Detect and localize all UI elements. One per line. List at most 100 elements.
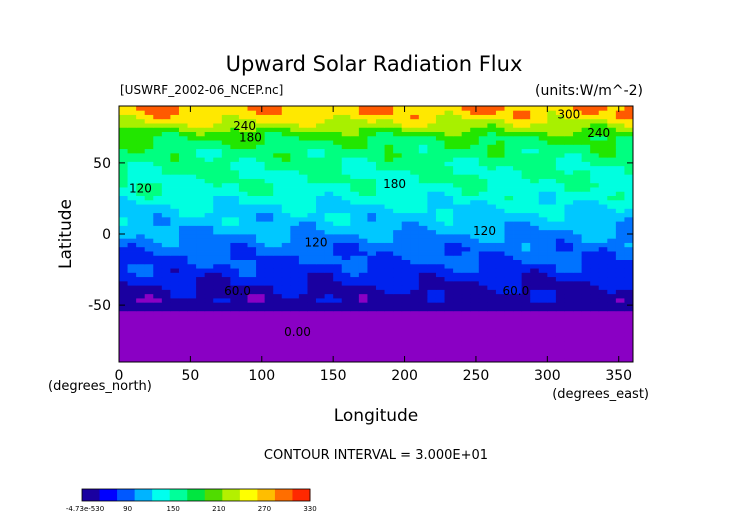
heatmap-cell: [521, 280, 531, 286]
heatmap-cell: [230, 212, 240, 218]
heatmap-cell: [307, 306, 317, 312]
heatmap-cell: [119, 208, 128, 214]
heatmap-cell: [136, 263, 146, 269]
heatmap-cell: [393, 212, 403, 218]
heatmap-cell: [247, 204, 257, 209]
heatmap-cell: [607, 148, 617, 154]
heatmap-cell: [358, 174, 368, 179]
heatmap-cell: [178, 229, 188, 235]
heatmap-cell: [238, 161, 248, 167]
heatmap-cell: [290, 276, 300, 282]
heatmap-cell: [376, 268, 385, 273]
heatmap-cell: [444, 140, 454, 145]
heatmap-cell: [213, 336, 223, 342]
heatmap-cell: [376, 357, 385, 363]
heatmap-cell: [333, 293, 343, 299]
heatmap-cell: [264, 106, 274, 111]
heatmap-cell: [358, 242, 368, 248]
heatmap-cell: [384, 161, 394, 167]
heatmap-cell: [615, 263, 625, 269]
heatmap-cell: [273, 302, 283, 307]
heatmap-cell: [461, 182, 471, 188]
heatmap-cell: [221, 191, 231, 196]
heatmap-cell: [590, 225, 600, 231]
heatmap-cell: [358, 157, 368, 162]
heatmap-cell: [555, 272, 565, 278]
heatmap-cell: [418, 344, 428, 350]
heatmap-cell: [547, 114, 557, 120]
heatmap-cell: [264, 182, 274, 188]
heatmap-cell: [324, 353, 334, 359]
heatmap-cell: [410, 199, 420, 205]
heatmap-cell: [153, 127, 163, 132]
heatmap-cell: [444, 106, 454, 111]
heatmap-cell: [230, 289, 240, 295]
heatmap-cell: [376, 298, 385, 303]
heatmap-cell: [435, 114, 445, 120]
heatmap-cell: [427, 191, 437, 196]
heatmap-cell: [341, 131, 351, 137]
heatmap-cell: [341, 323, 351, 329]
heatmap-cell: [238, 344, 248, 350]
heatmap-cell: [187, 327, 197, 333]
heatmap-cell: [478, 225, 488, 231]
heatmap-cell: [238, 336, 248, 342]
heatmap-cell: [444, 199, 454, 205]
heatmap-cell: [238, 246, 248, 252]
heatmap-cell: [333, 344, 343, 350]
heatmap-cell: [581, 280, 591, 286]
heatmap-cell: [401, 310, 411, 316]
heatmap-cell: [384, 208, 394, 214]
heatmap-cell: [341, 280, 351, 286]
heatmap-cell: [427, 289, 437, 295]
heatmap-cell: [478, 289, 488, 295]
heatmap-cell: [307, 131, 317, 137]
heatmap-cell: [127, 302, 137, 307]
heatmap-cell: [333, 114, 343, 120]
heatmap-cell: [153, 332, 163, 337]
heatmap-cell: [384, 276, 394, 282]
heatmap-cell: [487, 315, 497, 320]
heatmap-cell: [495, 310, 505, 316]
heatmap-cell: [187, 118, 197, 124]
heatmap-cell: [384, 148, 394, 154]
heatmap-cell: [273, 353, 283, 359]
heatmap-cell: [298, 234, 308, 239]
heatmap-cell: [521, 187, 531, 192]
heatmap-cell: [333, 276, 343, 282]
heatmap-cell: [324, 165, 334, 171]
heatmap-cell: [153, 187, 163, 192]
heatmap-cell: [119, 110, 128, 115]
heatmap-cell: [410, 127, 420, 132]
heatmap-cell: [264, 336, 274, 342]
heatmap-cell: [204, 310, 214, 316]
heatmap-cell: [538, 327, 548, 333]
heatmap-cell: [624, 144, 634, 150]
heatmap-cell: [298, 251, 308, 256]
heatmap-cell: [410, 221, 420, 226]
heatmap-cell: [281, 114, 291, 120]
heatmap-cell: [504, 161, 514, 167]
heatmap-cell: [161, 327, 171, 333]
heatmap-cell: [256, 234, 266, 239]
heatmap-cell: [384, 123, 394, 128]
heatmap-cell: [384, 191, 394, 196]
heatmap-cell: [513, 315, 523, 320]
heatmap-cell: [307, 310, 317, 316]
heatmap-cell: [376, 353, 385, 359]
heatmap-cell: [461, 135, 471, 141]
heatmap-cell: [256, 229, 266, 235]
heatmap-cell: [555, 178, 565, 184]
heatmap-cell: [427, 332, 437, 337]
heatmap-cell: [624, 340, 634, 346]
heatmap-cell: [119, 289, 128, 295]
heatmap-cell: [153, 123, 163, 128]
heatmap-cell: [427, 251, 437, 256]
heatmap-cell: [453, 229, 463, 235]
heatmap-cell: [273, 242, 283, 248]
heatmap-cell: [256, 216, 266, 222]
heatmap-cell: [256, 123, 266, 128]
heatmap-cell: [298, 285, 308, 290]
heatmap-cell: [316, 344, 325, 350]
heatmap-cell: [581, 140, 591, 145]
